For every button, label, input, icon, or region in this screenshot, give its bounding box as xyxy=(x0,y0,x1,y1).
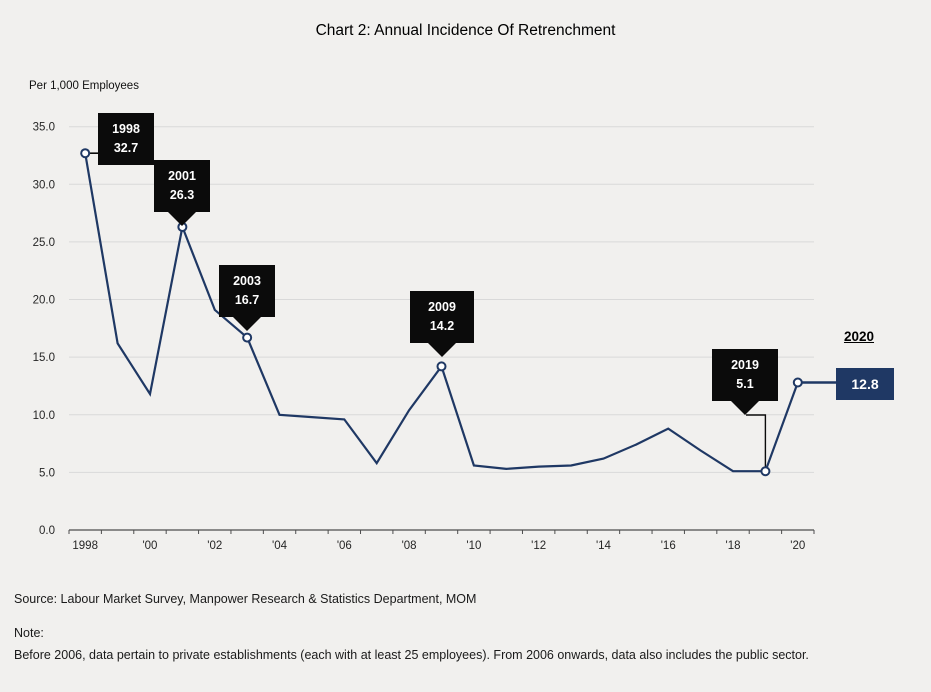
callout-2009: 2009 14.2 xyxy=(410,291,474,343)
x-tick-label: '12 xyxy=(531,540,546,552)
callout-2020-year-label: 2020 xyxy=(843,329,875,344)
callout-1998: 1998 32.7 xyxy=(98,113,154,165)
y-tick-label: 20.0 xyxy=(33,295,55,307)
callout-value: 26.3 xyxy=(169,188,195,202)
callout-value: 32.7 xyxy=(113,141,139,155)
x-tick-label: '16 xyxy=(661,540,676,552)
callout-2003: 2003 16.7 xyxy=(219,265,275,317)
callout-year: 1998 xyxy=(112,122,140,137)
data-point-marker xyxy=(760,466,771,477)
x-tick-label: '20 xyxy=(790,540,805,552)
x-tick-label: '10 xyxy=(466,540,481,552)
callout-2020-value-box: 12.8 xyxy=(836,368,894,400)
x-tick-label: '14 xyxy=(596,540,612,552)
callout-connector-2019 xyxy=(746,414,767,467)
y-tick-label: 0.0 xyxy=(39,525,55,537)
callout-year: 2009 xyxy=(428,300,456,315)
data-point-marker xyxy=(80,148,91,159)
data-point-marker xyxy=(242,332,253,343)
source-text: Source: Labour Market Survey, Manpower R… xyxy=(14,592,477,606)
x-tick-label: '02 xyxy=(207,540,222,552)
callout-year: 2001 xyxy=(168,169,196,184)
callout-year: 2003 xyxy=(233,274,261,289)
callout-value: 14.2 xyxy=(429,319,455,333)
x-axis xyxy=(68,529,815,534)
x-axis-tick-labels: 1998 '00 '02 '04 '06 '08 '10 '12 '14 '16 '18 '20 xyxy=(72,540,805,552)
y-tick-label: 35.0 xyxy=(33,122,55,134)
data-point-marker xyxy=(436,361,447,372)
callout-value: 5.1 xyxy=(736,377,754,391)
y-tick-label: 15.0 xyxy=(33,352,55,364)
x-tick-label: '06 xyxy=(337,540,352,552)
y-axis-tick-labels: 0.0 5.0 10.0 15.0 20.0 25.0 30.0 35.0 xyxy=(33,122,55,537)
x-tick-label: '08 xyxy=(402,540,417,552)
callout-value: 16.7 xyxy=(234,293,260,307)
y-axis-unit-label: Per 1,000 Employees xyxy=(29,80,139,92)
callout-2001: 2001 26.3 xyxy=(154,160,210,212)
x-tick-label: 1998 xyxy=(72,540,98,552)
callout-2019: 2019 5.1 xyxy=(712,349,778,401)
page-title: Chart 2: Annual Incidence Of Retrenchmen… xyxy=(315,22,616,39)
data-point-marker xyxy=(792,377,803,388)
x-tick-label: '18 xyxy=(726,540,741,552)
y-tick-label: 5.0 xyxy=(39,467,55,479)
y-tick-label: 25.0 xyxy=(33,237,55,249)
callout-year: 2019 xyxy=(731,358,759,373)
callout-connectors xyxy=(89,152,836,467)
x-tick-label: '00 xyxy=(142,540,157,552)
y-tick-label: 30.0 xyxy=(33,179,55,191)
note-text: Before 2006, data pertain to private est… xyxy=(14,648,809,662)
x-tick-label: '04 xyxy=(272,540,288,552)
y-tick-label: 10.0 xyxy=(33,410,55,422)
note-label: Note: xyxy=(14,626,44,640)
